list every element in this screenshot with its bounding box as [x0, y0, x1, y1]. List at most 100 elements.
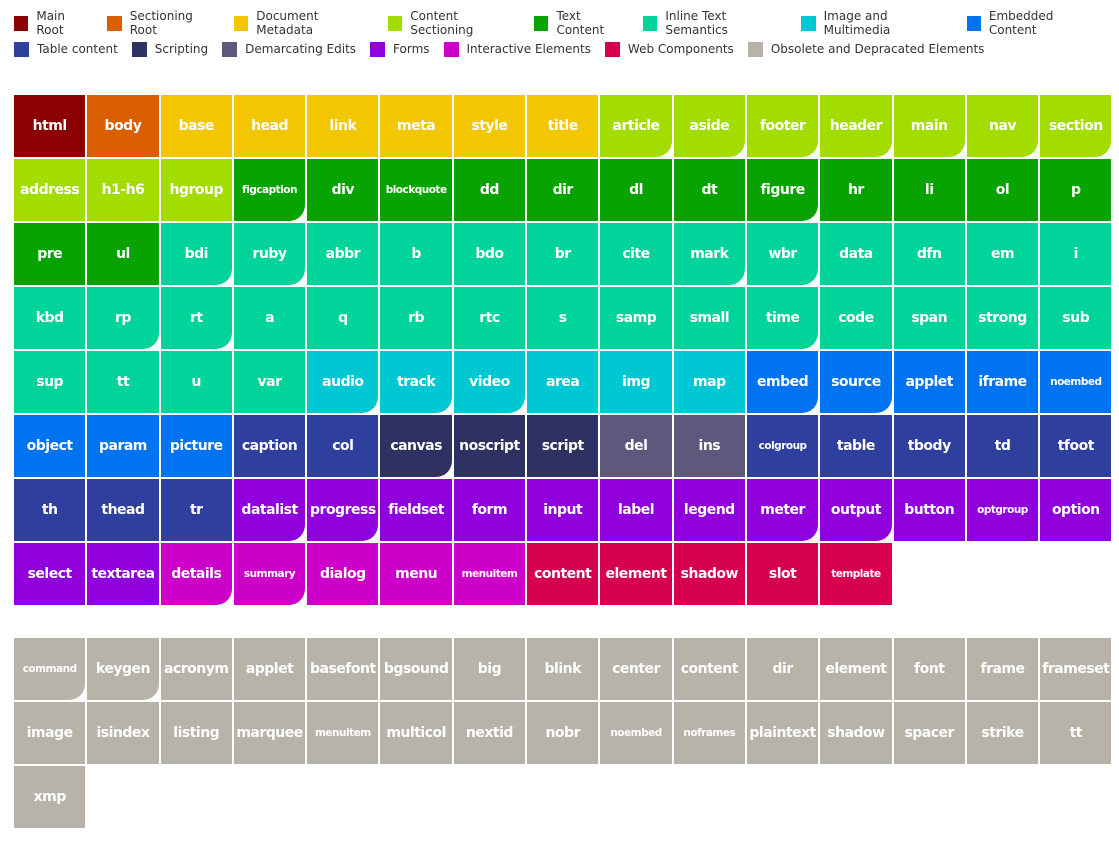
element-tile-blockquote[interactable]: blockquote	[380, 159, 452, 221]
element-tile-table[interactable]: table	[820, 415, 892, 477]
element-tile-caption[interactable]: caption	[233, 415, 306, 477]
element-tile-ruby[interactable]: ruby	[233, 223, 306, 285]
element-tile-time[interactable]: time	[746, 287, 819, 349]
element-tile-keygen[interactable]: keygen	[87, 638, 159, 700]
element-tile-sub[interactable]: sub	[1040, 287, 1112, 349]
element-tile-tr[interactable]: tr	[160, 479, 232, 541]
element-tile-tbody[interactable]: tbody	[893, 415, 965, 477]
element-tile-rt[interactable]: rt	[160, 287, 232, 349]
element-tile-strike[interactable]: strike	[966, 702, 1039, 764]
element-tile-nextid[interactable]: nextid	[453, 702, 526, 764]
element-tile-abbr[interactable]: abbr	[307, 223, 379, 285]
element-tile-element[interactable]: element	[820, 638, 892, 700]
element-tile-spacer[interactable]: spacer	[893, 702, 965, 764]
element-tile-li[interactable]: li	[893, 159, 965, 221]
element-tile-script[interactable]: script	[527, 415, 599, 477]
element-tile-tt[interactable]: tt	[1040, 702, 1112, 764]
element-tile-html[interactable]: html	[14, 95, 86, 157]
element-tile-track[interactable]: track	[380, 351, 452, 413]
element-tile-dir[interactable]: dir	[746, 638, 819, 700]
element-tile-span[interactable]: span	[893, 287, 965, 349]
element-tile-a[interactable]: a	[233, 287, 306, 349]
element-tile-select[interactable]: select	[14, 543, 86, 605]
element-tile-multicol[interactable]: multicol	[380, 702, 452, 764]
element-tile-figure[interactable]: figure	[746, 159, 819, 221]
element-tile-noembed[interactable]: noembed	[600, 702, 672, 764]
element-tile-content[interactable]: content	[673, 638, 745, 700]
element-tile-hr[interactable]: hr	[820, 159, 892, 221]
element-tile-mark[interactable]: mark	[673, 223, 745, 285]
element-tile-map[interactable]: map	[673, 351, 745, 413]
element-tile-s[interactable]: s	[527, 287, 599, 349]
element-tile-wbr[interactable]: wbr	[746, 223, 819, 285]
element-tile-dir[interactable]: dir	[527, 159, 599, 221]
element-tile-figcaption[interactable]: figcaption	[233, 159, 306, 221]
element-tile-header[interactable]: header	[820, 95, 892, 157]
element-tile-form[interactable]: form	[453, 479, 526, 541]
element-tile-body[interactable]: body	[87, 95, 159, 157]
element-tile-data[interactable]: data	[820, 223, 892, 285]
element-tile-output[interactable]: output	[820, 479, 892, 541]
element-tile-nav[interactable]: nav	[966, 95, 1039, 157]
element-tile-meta[interactable]: meta	[380, 95, 452, 157]
element-tile-menuitem[interactable]: menuitem	[307, 702, 379, 764]
element-tile-fieldset[interactable]: fieldset	[380, 479, 452, 541]
element-tile-details[interactable]: details	[160, 543, 232, 605]
element-tile-ol[interactable]: ol	[966, 159, 1039, 221]
element-tile-pre[interactable]: pre	[14, 223, 86, 285]
element-tile-section[interactable]: section	[1040, 95, 1112, 157]
element-tile-cite[interactable]: cite	[600, 223, 672, 285]
element-tile-i[interactable]: i	[1040, 223, 1112, 285]
element-tile-samp[interactable]: samp	[600, 287, 672, 349]
element-tile-content[interactable]: content	[527, 543, 599, 605]
element-tile-embed[interactable]: embed	[746, 351, 819, 413]
element-tile-area[interactable]: area	[527, 351, 599, 413]
element-tile-listing[interactable]: listing	[160, 702, 232, 764]
element-tile-b[interactable]: b	[380, 223, 452, 285]
element-tile-rb[interactable]: rb	[380, 287, 452, 349]
element-tile-menu[interactable]: menu	[380, 543, 452, 605]
element-tile-h1-h6[interactable]: h1-h6	[87, 159, 159, 221]
element-tile-article[interactable]: article	[600, 95, 672, 157]
element-tile-applet[interactable]: applet	[893, 351, 965, 413]
element-tile-noembed[interactable]: noembed	[1040, 351, 1112, 413]
element-tile-picture[interactable]: picture	[160, 415, 232, 477]
element-tile-colgroup[interactable]: colgroup	[746, 415, 819, 477]
element-tile-bgsound[interactable]: bgsound	[380, 638, 452, 700]
element-tile-col[interactable]: col	[307, 415, 379, 477]
element-tile-object[interactable]: object	[14, 415, 86, 477]
element-tile-center[interactable]: center	[600, 638, 672, 700]
element-tile-dt[interactable]: dt	[673, 159, 745, 221]
element-tile-meter[interactable]: meter	[746, 479, 819, 541]
element-tile-em[interactable]: em	[966, 223, 1039, 285]
element-tile-param[interactable]: param	[87, 415, 159, 477]
element-tile-image[interactable]: image	[14, 702, 86, 764]
element-tile-blink[interactable]: blink	[527, 638, 599, 700]
element-tile-p[interactable]: p	[1040, 159, 1112, 221]
element-tile-address[interactable]: address	[14, 159, 86, 221]
element-tile-option[interactable]: option	[1040, 479, 1112, 541]
element-tile-bdo[interactable]: bdo	[453, 223, 526, 285]
element-tile-link[interactable]: link	[307, 95, 379, 157]
element-tile-label[interactable]: label	[600, 479, 672, 541]
element-tile-shadow[interactable]: shadow	[820, 702, 892, 764]
element-tile-dfn[interactable]: dfn	[893, 223, 965, 285]
element-tile-frameset[interactable]: frameset	[1040, 638, 1112, 700]
element-tile-big[interactable]: big	[453, 638, 526, 700]
element-tile-noscript[interactable]: noscript	[453, 415, 526, 477]
element-tile-ins[interactable]: ins	[673, 415, 745, 477]
element-tile-del[interactable]: del	[600, 415, 672, 477]
element-tile-marquee[interactable]: marquee	[233, 702, 306, 764]
element-tile-frame[interactable]: frame	[966, 638, 1039, 700]
element-tile-template[interactable]: template	[820, 543, 892, 605]
element-tile-bdi[interactable]: bdi	[160, 223, 232, 285]
element-tile-footer[interactable]: footer	[746, 95, 819, 157]
element-tile-isindex[interactable]: isindex	[87, 702, 159, 764]
element-tile-noframes[interactable]: noframes	[673, 702, 745, 764]
element-tile-td[interactable]: td	[966, 415, 1039, 477]
element-tile-command[interactable]: command	[14, 638, 86, 700]
element-tile-acronym[interactable]: acronym	[160, 638, 232, 700]
element-tile-font[interactable]: font	[893, 638, 965, 700]
element-tile-rp[interactable]: rp	[87, 287, 159, 349]
element-tile-rtc[interactable]: rtc	[453, 287, 526, 349]
